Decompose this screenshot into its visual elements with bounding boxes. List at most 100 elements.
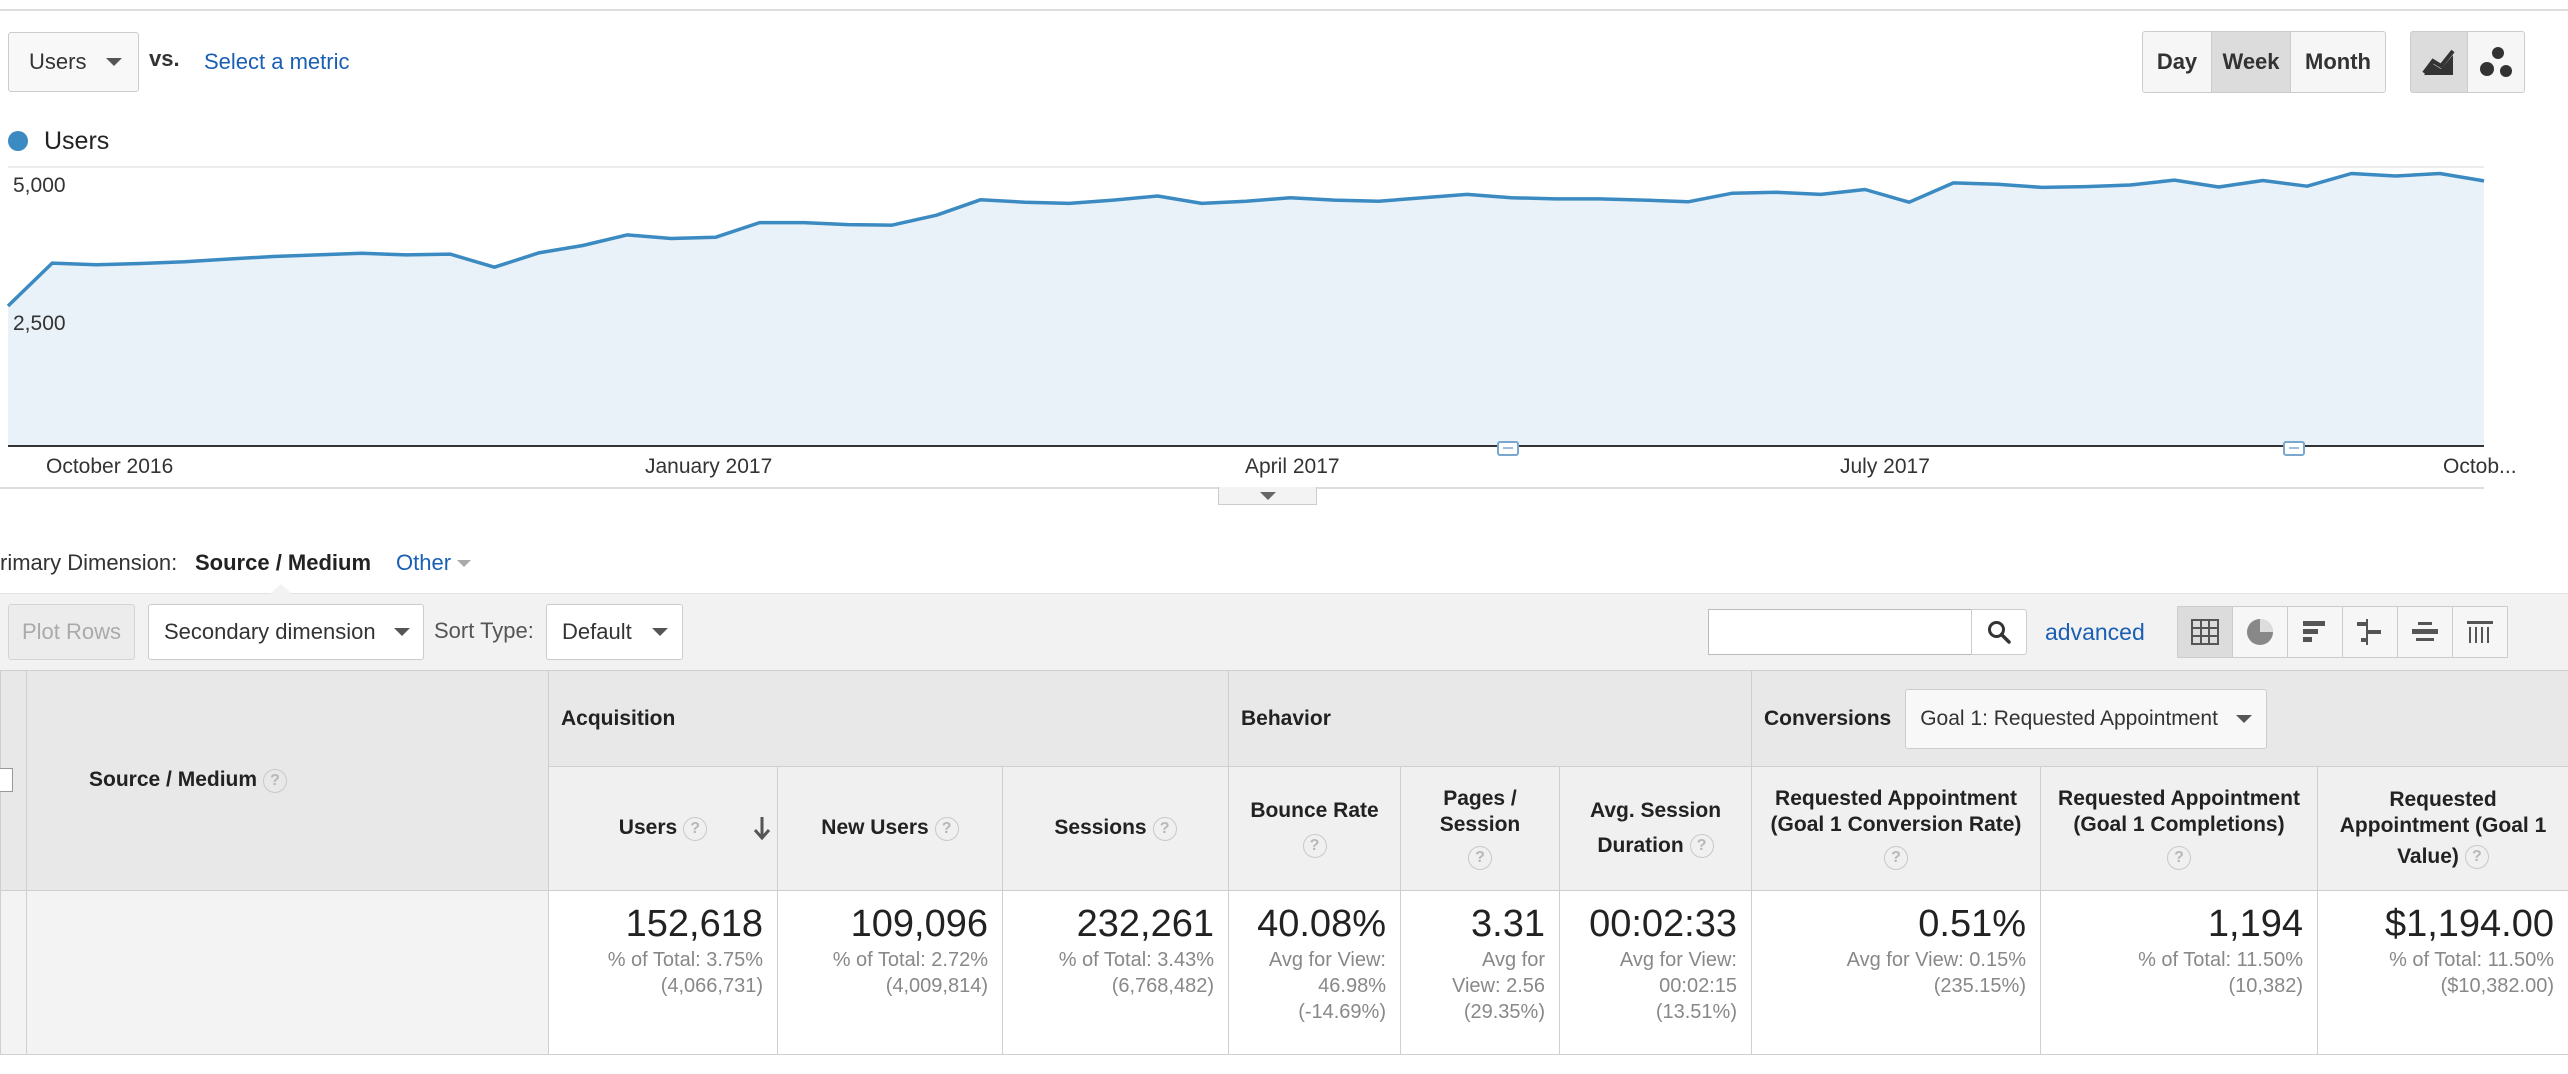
secondary-dimension-select[interactable]: Secondary dimension xyxy=(148,604,424,660)
completions-label-line2: (Goal 1 Completions) xyxy=(2073,813,2285,837)
help-icon[interactable]: ? xyxy=(1689,833,1714,858)
motion-chart-button[interactable] xyxy=(2467,31,2525,93)
new-users-total-cell: 109,096 % of Total: 2.72% (4,009,814) xyxy=(777,890,1003,1055)
help-icon[interactable]: ? xyxy=(683,816,708,841)
goal-value-column-header[interactable]: Requested Appointment (Goal 1 Value)? xyxy=(2316,766,2568,891)
help-icon[interactable]: ? xyxy=(1152,816,1177,841)
avg-duration-total: 00:02:33 xyxy=(1589,903,1737,945)
conv-rate-label-line2: (Goal 1 Conversion Rate) xyxy=(1770,813,2022,837)
term-cloud-view-button[interactable] xyxy=(2397,606,2453,658)
totals-row: 152,618 % of Total: 3.75% (4,066,731) 10… xyxy=(0,890,2568,1055)
goal-value-total-pct: % of Total: 11.50% xyxy=(2389,948,2555,971)
advanced-search-link[interactable]: advanced xyxy=(2045,619,2145,645)
goal-value-label-line2: Appointment (Goal 1 xyxy=(2339,814,2547,838)
sort-type-label: Sort Type: xyxy=(434,618,534,643)
search-button[interactable] xyxy=(1971,609,2027,655)
legend-dot xyxy=(8,131,28,151)
bounce-rate-column-header[interactable]: Bounce Rate ? xyxy=(1228,766,1401,891)
goal-select-label: Goal 1: Requested Appointment xyxy=(1920,706,2218,730)
month-button[interactable]: Month xyxy=(2290,31,2386,93)
bounce-rate-avg-line1: Avg for View: xyxy=(1268,948,1386,971)
metric-select[interactable]: Users xyxy=(8,32,139,92)
users-total-site: (4,066,731) xyxy=(660,974,763,997)
table-search-input[interactable] xyxy=(1708,609,1972,655)
completions-total-cell: 1,194 % of Total: 11.50% (10,382) xyxy=(2040,890,2318,1055)
y-tick-label: 2,500 xyxy=(13,312,66,335)
users-total-cell: 152,618 % of Total: 3.75% (4,066,731) xyxy=(548,890,778,1055)
sessions-total-site: (6,768,482) xyxy=(1111,974,1214,997)
help-icon[interactable]: ? xyxy=(934,816,959,841)
goal-conversion-rate-column-header[interactable]: Requested Appointment (Goal 1 Conversion… xyxy=(1751,766,2041,891)
chevron-down-icon xyxy=(393,628,410,636)
help-icon[interactable]: ? xyxy=(1468,846,1492,871)
help-icon[interactable]: ? xyxy=(1884,846,1908,871)
secondary-dimension-label: Secondary dimension xyxy=(164,619,376,644)
avg-duration-avg-line3: (13.51%) xyxy=(1655,1000,1737,1023)
primary-dimension-label: rimary Dimension: xyxy=(0,550,178,575)
annotation-icon xyxy=(1497,441,1519,456)
chevron-down-icon xyxy=(106,58,123,66)
legend-label: Users xyxy=(44,127,110,155)
source-medium-header-label: Source / Medium xyxy=(89,768,258,792)
x-tick-label: Octob... xyxy=(2443,455,2517,478)
sort-type-select[interactable]: Default xyxy=(546,604,683,660)
pages-column-label-line1: Pages / xyxy=(1443,787,1517,811)
x-tick-label: April 2017 xyxy=(1245,455,1340,478)
primary-dimension-source-medium[interactable]: Source / Medium xyxy=(195,550,372,575)
goal-value-total: $1,194.00 xyxy=(2384,903,2555,945)
goal-completions-column-header[interactable]: Requested Appointment (Goal 1 Completion… xyxy=(2040,766,2318,891)
line-chart-icon xyxy=(2422,49,2455,75)
week-button[interactable]: Week xyxy=(2211,31,2291,93)
help-icon[interactable]: ? xyxy=(263,768,288,793)
source-medium-header[interactable]: Source / Medium? xyxy=(26,670,549,891)
day-button[interactable]: Day xyxy=(2142,31,2212,93)
sessions-column-header[interactable]: Sessions? xyxy=(1002,766,1229,891)
pages-per-session-column-header[interactable]: Pages / Session ? xyxy=(1400,766,1560,891)
top-divider xyxy=(0,9,2568,11)
help-icon[interactable]: ? xyxy=(2464,845,2489,870)
line-chart-button[interactable] xyxy=(2410,31,2468,93)
pie-chart-icon xyxy=(2247,619,2273,645)
granularity-toggle: Day Week Month xyxy=(2142,31,2386,93)
users-column-header[interactable]: Users? xyxy=(548,766,778,891)
chevron-down-icon xyxy=(457,559,472,567)
vs-label: vs. xyxy=(149,46,180,71)
primary-dimension-other[interactable]: Other xyxy=(396,550,472,576)
sort-type-value: Default xyxy=(562,619,632,644)
goal-value-total-site: ($10,382.00) xyxy=(2440,974,2555,997)
annotation-toggle[interactable] xyxy=(1218,487,1317,505)
conv-rate-label-line1: Requested Appointment xyxy=(1775,787,2017,811)
percentage-view-button[interactable] xyxy=(2232,606,2288,658)
avg-duration-avg-line1: Avg for View: xyxy=(1619,948,1737,971)
totals-spacer xyxy=(0,890,27,1055)
other-link: Other xyxy=(396,550,452,575)
data-view-button[interactable] xyxy=(2177,606,2233,658)
performance-view-button[interactable] xyxy=(2287,606,2343,658)
goal-select[interactable]: Goal 1: Requested Appointment xyxy=(1905,688,2267,749)
conversions-group-header: Conversions Goal 1: Requested Appointmen… xyxy=(1750,670,2568,767)
pages-column-label-line2: Session xyxy=(1439,813,1521,837)
users-line-chart xyxy=(6,166,2485,456)
select-all-checkbox[interactable] xyxy=(0,768,13,792)
bubble-chart-icon xyxy=(2480,47,2512,77)
help-icon[interactable]: ? xyxy=(1302,833,1327,858)
users-series-line xyxy=(6,171,2485,308)
chevron-down-icon xyxy=(1259,491,1276,500)
help-icon[interactable]: ? xyxy=(2167,846,2191,871)
comparison-view-button[interactable] xyxy=(2342,606,2398,658)
table-view-toggle xyxy=(2177,606,2508,658)
chart-type-toggle xyxy=(2410,31,2525,93)
plot-rows-button[interactable]: Plot Rows xyxy=(8,604,135,660)
x-tick-label: October 2016 xyxy=(46,455,174,478)
avg-session-duration-column-header[interactable]: Avg. Session Duration? xyxy=(1559,766,1752,891)
goal-value-total-cell: $1,194.00 % of Total: 11.50% ($10,382.00… xyxy=(2316,890,2568,1055)
new-users-total-site: (4,009,814) xyxy=(885,974,988,997)
completions-total: 1,194 xyxy=(2207,903,2303,945)
avg-duration-label-line2: Duration xyxy=(1597,833,1684,857)
active-pointer xyxy=(270,584,292,594)
select-metric-link[interactable]: Select a metric xyxy=(204,49,350,74)
conv-rate-total-cell: 0.51% Avg for View: 0.15% (235.15%) xyxy=(1751,890,2041,1055)
new-users-column-header[interactable]: New Users? xyxy=(777,766,1003,891)
sessions-total-cell: 232,261 % of Total: 3.43% (6,768,482) xyxy=(1002,890,1229,1055)
pivot-view-button[interactable] xyxy=(2452,606,2508,658)
